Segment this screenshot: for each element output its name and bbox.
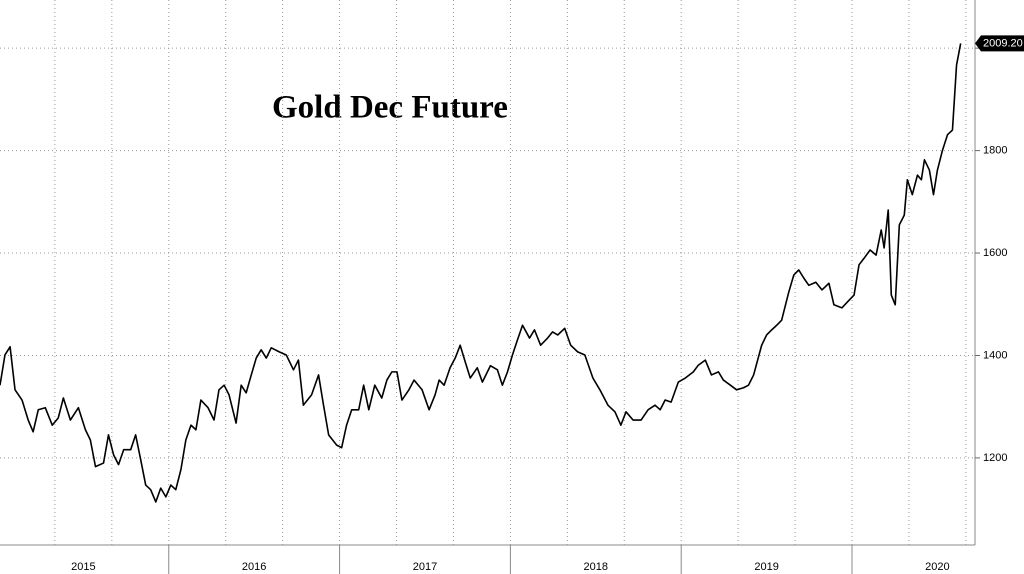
- x-tick-label: 2016: [242, 561, 266, 573]
- y-tick-label: 1400: [983, 349, 1007, 361]
- x-tick-label: 2018: [584, 561, 608, 573]
- x-tick-label: 2017: [413, 561, 437, 573]
- x-tick-label: 2020: [925, 561, 949, 573]
- last-value-label: 2009.20: [983, 37, 1023, 49]
- y-tick-label: 1600: [983, 247, 1007, 259]
- y-tick-label: 1200: [983, 452, 1007, 464]
- chart-title: Gold Dec Future: [272, 90, 508, 126]
- x-tick-label: 2019: [754, 561, 778, 573]
- price-line: [0, 43, 962, 503]
- last-value-box: [975, 35, 1024, 52]
- x-tick-label: 2015: [71, 561, 95, 573]
- y-tick-label: 1800: [983, 144, 1007, 156]
